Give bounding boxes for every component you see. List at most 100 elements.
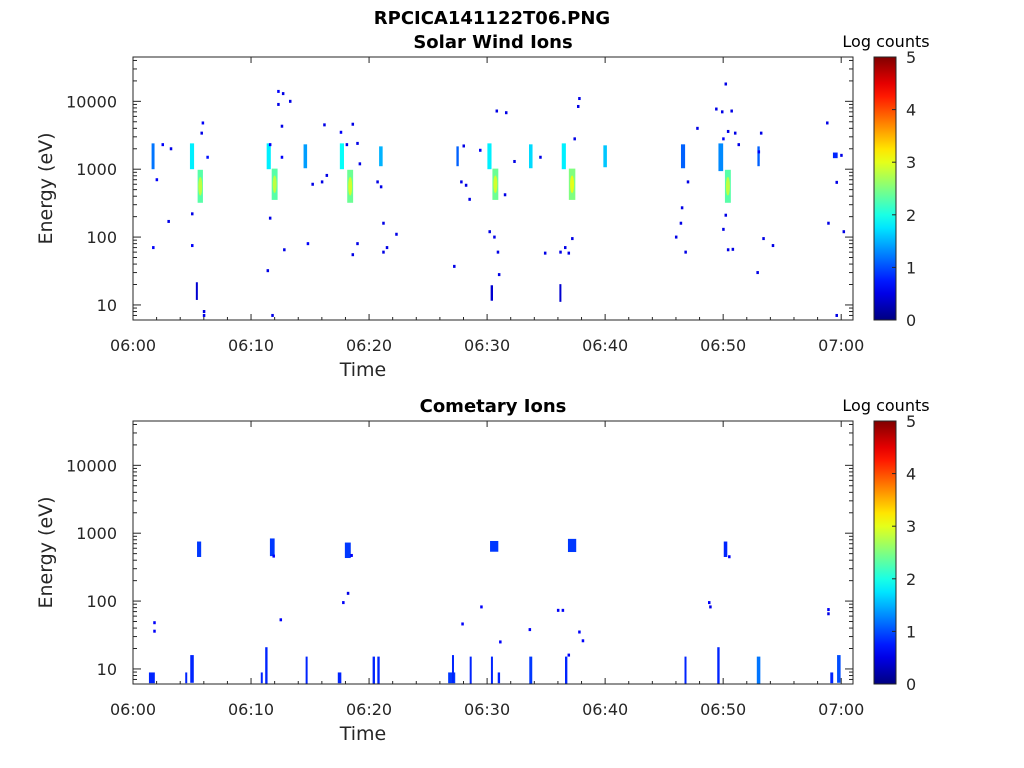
x-axis-label: Time (339, 359, 387, 381)
colorbar-tick-label: 5 (906, 412, 916, 431)
data-speck (356, 141, 359, 145)
data-speck (696, 126, 699, 130)
x-tick-label: 06:30 (464, 336, 510, 355)
data-speck (771, 244, 775, 248)
data-patch (451, 655, 454, 683)
data-speck (493, 235, 496, 239)
data-speck (358, 162, 362, 166)
y-tick-label: 1000 (76, 524, 117, 543)
data-speck (759, 131, 763, 135)
data-speck (679, 221, 683, 225)
colorbar-tick-label: 3 (906, 153, 916, 172)
colorbar-tick-label: 0 (906, 675, 916, 694)
x-tick-label: 07:00 (818, 336, 864, 355)
data-speck (576, 104, 580, 108)
data-speck (513, 159, 516, 163)
data-patch (469, 656, 472, 684)
data-speck (202, 310, 206, 314)
x-tick-label: 06:10 (228, 336, 274, 355)
data-speck (567, 653, 571, 657)
data-speck (674, 235, 678, 239)
data-speck (762, 237, 765, 241)
data-speck (720, 110, 724, 114)
data-speck (161, 143, 165, 147)
data-patch-core (198, 177, 203, 196)
data-patch (487, 143, 492, 170)
data-speck (382, 221, 385, 225)
data-patch (339, 143, 344, 170)
data-speck (268, 143, 272, 147)
data-speck (495, 109, 499, 113)
data-speck (578, 630, 581, 634)
data-speck (453, 264, 456, 268)
data-speck (323, 123, 326, 127)
data-speck (320, 180, 324, 184)
x-tick-label: 06:50 (700, 700, 746, 719)
data-speck (737, 143, 741, 147)
data-speck (827, 608, 830, 612)
data-patch (837, 655, 841, 683)
x-axis-label: Time (339, 723, 387, 745)
data-speck (479, 148, 482, 152)
data-speck (206, 155, 209, 159)
data-speck (268, 216, 272, 220)
data-patch (197, 541, 202, 557)
data-speck (460, 180, 463, 184)
colorbar-tick-label: 3 (906, 517, 916, 536)
x-tick-label: 07:00 (818, 700, 864, 719)
y-tick-label: 1000 (76, 160, 117, 179)
panel-cometary-ions: Cometary Ions 06:00 06:10 06:20 06:30 06:40 06… (35, 396, 930, 745)
data-speck (497, 273, 501, 277)
data-patch (265, 647, 268, 684)
data-speck (556, 608, 560, 612)
data-speck (306, 242, 310, 246)
data-speck (379, 185, 383, 189)
panel-solar-wind-ions: Solar Wind Ions 06:00 06:10 06:20 06:30 06:40… (35, 32, 930, 381)
data-speck (722, 137, 725, 141)
data-patch (266, 143, 271, 170)
data-speck (499, 640, 502, 644)
colorbar (873, 420, 897, 685)
data-speck (283, 248, 286, 252)
data-speck (562, 324, 565, 327)
data-speck (733, 131, 737, 135)
data-speck (835, 180, 838, 184)
data-patch-core (272, 175, 277, 194)
data-speck (564, 246, 567, 250)
data-patch (717, 647, 720, 684)
data-speck (376, 180, 379, 184)
data-patch-core (725, 177, 730, 196)
data-speck (153, 629, 156, 633)
data-speck (573, 137, 576, 141)
y-tick-label: 100 (86, 592, 117, 611)
data-speck (504, 111, 508, 115)
data-speck (757, 150, 761, 154)
data-speck (724, 82, 728, 86)
data-speck (152, 246, 155, 250)
data-speck (345, 143, 349, 147)
data-patch (559, 284, 562, 302)
x-tick-label: 06:10 (228, 700, 274, 719)
colorbar-tick-label: 0 (906, 311, 916, 330)
data-speck (395, 232, 398, 236)
plot-frame (132, 420, 854, 685)
data-patch (684, 656, 687, 684)
data-speck (155, 178, 159, 182)
data-speck (325, 173, 329, 177)
data-speck (571, 237, 574, 241)
data-speck (827, 221, 830, 225)
data-speck (756, 271, 759, 275)
colorbar-tick-label: 1 (906, 258, 916, 277)
data-speck (581, 639, 585, 643)
colorbar-tick-label: 2 (906, 206, 916, 225)
data-patch (379, 146, 383, 167)
data-patch-core (570, 175, 575, 194)
data-speck (280, 155, 284, 159)
x-tick-label: 06:40 (582, 700, 628, 719)
data-speck (561, 608, 565, 612)
data-speck (167, 219, 170, 223)
data-speck (385, 246, 389, 250)
data-speck (496, 250, 500, 254)
y-tick-label: 10000 (66, 92, 117, 111)
data-speck (567, 251, 571, 255)
